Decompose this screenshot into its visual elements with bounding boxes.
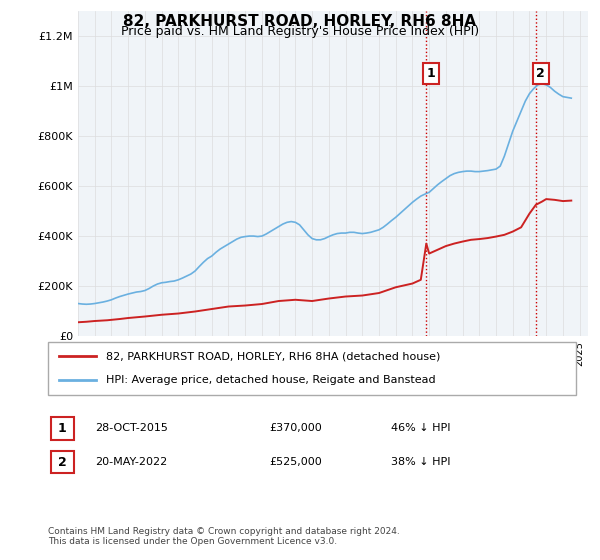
Text: 38% ↓ HPI: 38% ↓ HPI bbox=[391, 457, 451, 467]
Text: 20-MAY-2022: 20-MAY-2022 bbox=[95, 457, 168, 467]
Text: 2: 2 bbox=[536, 67, 545, 80]
Text: Contains HM Land Registry data © Crown copyright and database right 2024.
This d: Contains HM Land Registry data © Crown c… bbox=[48, 526, 400, 546]
FancyBboxPatch shape bbox=[50, 417, 74, 440]
Text: 28-OCT-2015: 28-OCT-2015 bbox=[95, 423, 169, 433]
Text: £525,000: £525,000 bbox=[270, 457, 323, 467]
Text: 82, PARKHURST ROAD, HORLEY, RH6 8HA: 82, PARKHURST ROAD, HORLEY, RH6 8HA bbox=[124, 14, 476, 29]
Text: 1: 1 bbox=[427, 67, 436, 80]
Text: 1: 1 bbox=[58, 422, 67, 435]
Text: HPI: Average price, detached house, Reigate and Banstead: HPI: Average price, detached house, Reig… bbox=[106, 375, 436, 385]
FancyBboxPatch shape bbox=[48, 342, 576, 395]
Text: £370,000: £370,000 bbox=[270, 423, 323, 433]
Text: Price paid vs. HM Land Registry's House Price Index (HPI): Price paid vs. HM Land Registry's House … bbox=[121, 25, 479, 38]
Text: 2: 2 bbox=[58, 455, 67, 469]
Text: 46% ↓ HPI: 46% ↓ HPI bbox=[391, 423, 451, 433]
Text: 82, PARKHURST ROAD, HORLEY, RH6 8HA (detached house): 82, PARKHURST ROAD, HORLEY, RH6 8HA (det… bbox=[106, 352, 440, 362]
FancyBboxPatch shape bbox=[50, 451, 74, 473]
